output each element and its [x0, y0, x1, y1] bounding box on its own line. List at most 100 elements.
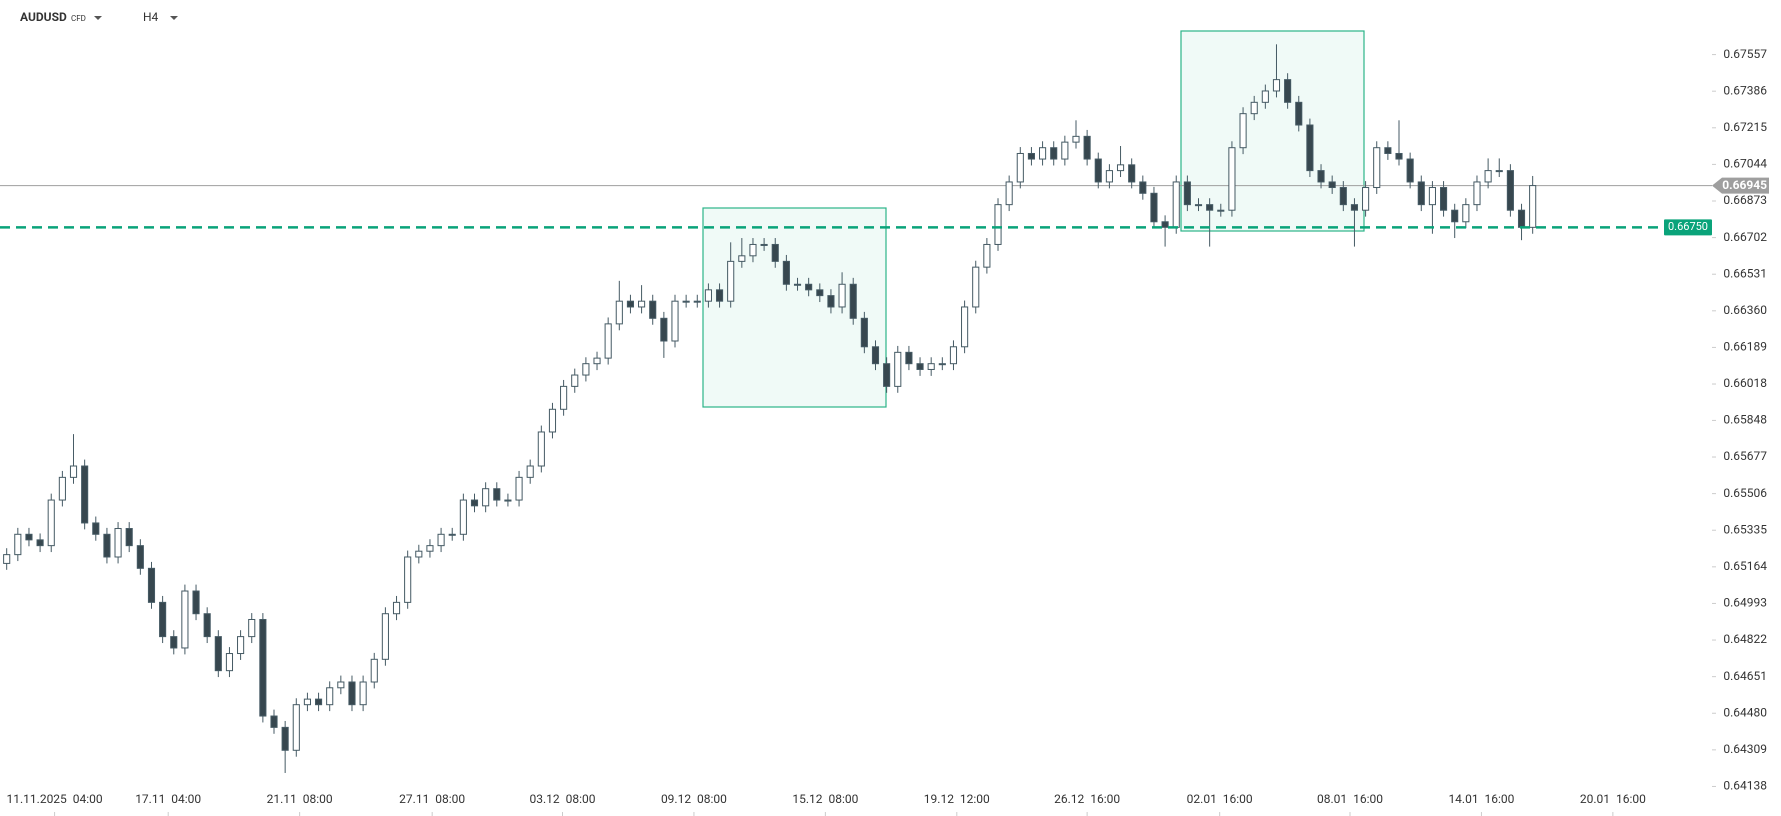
- symbol[interactable]: AUDUSD: [20, 10, 67, 24]
- candle-body: [1484, 170, 1492, 183]
- candle-body: [225, 653, 234, 672]
- candle: [248, 613, 256, 644]
- candle: [860, 311, 868, 354]
- candle-body: [270, 715, 278, 728]
- candle: [1373, 141, 1381, 194]
- candle: [159, 595, 167, 644]
- candle: [1239, 107, 1247, 155]
- candle-body: [860, 317, 868, 348]
- candle-body: [1517, 209, 1526, 228]
- candle-body: [1272, 79, 1281, 92]
- candle-body: [248, 618, 256, 638]
- candle-body: [482, 488, 490, 507]
- x-tick-label: 09.12 08:00: [661, 792, 727, 806]
- candle: [961, 300, 969, 354]
- candle: [81, 459, 89, 530]
- x-tick-label: 11.11.2025 04:00: [7, 792, 103, 806]
- candle: [1395, 120, 1403, 166]
- y-tick-label: 0.64309: [1723, 742, 1767, 756]
- candle: [203, 607, 211, 644]
- candle-body: [916, 363, 924, 370]
- candle: [1339, 181, 1347, 212]
- candle-body: [771, 243, 779, 262]
- candle-body: [170, 636, 178, 649]
- candle: [704, 283, 712, 308]
- candle: [1484, 158, 1492, 189]
- candle: [448, 527, 456, 541]
- candle: [1016, 147, 1024, 189]
- candle-body: [237, 636, 245, 655]
- timeframe-dropdown[interactable]: [170, 16, 178, 20]
- candle-body: [14, 533, 22, 556]
- candle-body: [404, 556, 412, 603]
- x-tick-label: 08.01 16:00: [1317, 792, 1383, 806]
- candle: [125, 522, 133, 553]
- candle: [638, 285, 646, 314]
- candle-body: [1005, 181, 1013, 206]
- candle: [1161, 215, 1169, 247]
- x-tick-label: 15.12 08:00: [792, 792, 858, 806]
- candle: [771, 238, 779, 268]
- candle-body: [1161, 221, 1169, 228]
- candle-body: [181, 590, 189, 649]
- candle: [1228, 141, 1236, 217]
- candle: [972, 260, 980, 314]
- candle-body: [292, 704, 300, 751]
- candle: [1139, 175, 1147, 200]
- candle: [938, 357, 946, 371]
- x-tick-label: 19.12 12:00: [924, 792, 990, 806]
- candle: [649, 294, 657, 325]
- candle: [392, 595, 401, 621]
- candle: [136, 539, 144, 575]
- candle: [292, 698, 300, 757]
- candle: [381, 607, 389, 666]
- candle-body: [159, 601, 167, 638]
- x-tick-label: 02.01 16:00: [1187, 792, 1253, 806]
- candle-body: [749, 243, 757, 257]
- candle: [1116, 145, 1125, 178]
- candle: [370, 652, 378, 689]
- candle-body: [1083, 135, 1091, 160]
- candle: [1406, 152, 1414, 189]
- candle-body: [1362, 187, 1370, 211]
- candle-body: [125, 528, 133, 547]
- candle-body: [36, 539, 44, 547]
- candle: [671, 294, 679, 348]
- candle-body: [470, 499, 479, 507]
- candle-body: [103, 533, 111, 558]
- candle-body: [136, 545, 144, 569]
- candle-body: [582, 363, 590, 376]
- candle-body: [905, 351, 913, 365]
- candle-body: [1284, 79, 1292, 103]
- candle-body: [47, 499, 55, 547]
- y-tick-label: 0.66018: [1723, 376, 1767, 390]
- candle: [1473, 175, 1481, 212]
- y-tick-label: 0.65677: [1723, 449, 1767, 463]
- candle-body: [448, 533, 456, 536]
- candle-body: [526, 465, 534, 478]
- candle: [715, 283, 724, 308]
- candle-body: [961, 306, 969, 348]
- candle-body: [1139, 181, 1147, 194]
- candle-body: [392, 601, 401, 615]
- candle-body: [649, 300, 657, 319]
- y-tick-label: 0.66189: [1723, 340, 1767, 354]
- y-tick-label: 0.64822: [1723, 632, 1767, 646]
- candle: [949, 340, 958, 371]
- candle: [114, 522, 122, 564]
- candle: [270, 709, 278, 734]
- timeframe[interactable]: H4: [143, 10, 159, 24]
- candle: [1306, 118, 1314, 178]
- candle: [1172, 175, 1180, 234]
- candle: [315, 692, 323, 712]
- candle-body: [1506, 170, 1514, 211]
- candle: [660, 311, 668, 358]
- candle-body: [704, 289, 712, 302]
- y-tick-label: 0.65848: [1723, 413, 1767, 427]
- candle-body: [1194, 204, 1203, 207]
- candle: [3, 548, 11, 570]
- candle: [437, 527, 445, 553]
- symbol-dropdown[interactable]: [94, 16, 102, 20]
- candle: [1250, 95, 1258, 121]
- candle-body: [359, 681, 367, 706]
